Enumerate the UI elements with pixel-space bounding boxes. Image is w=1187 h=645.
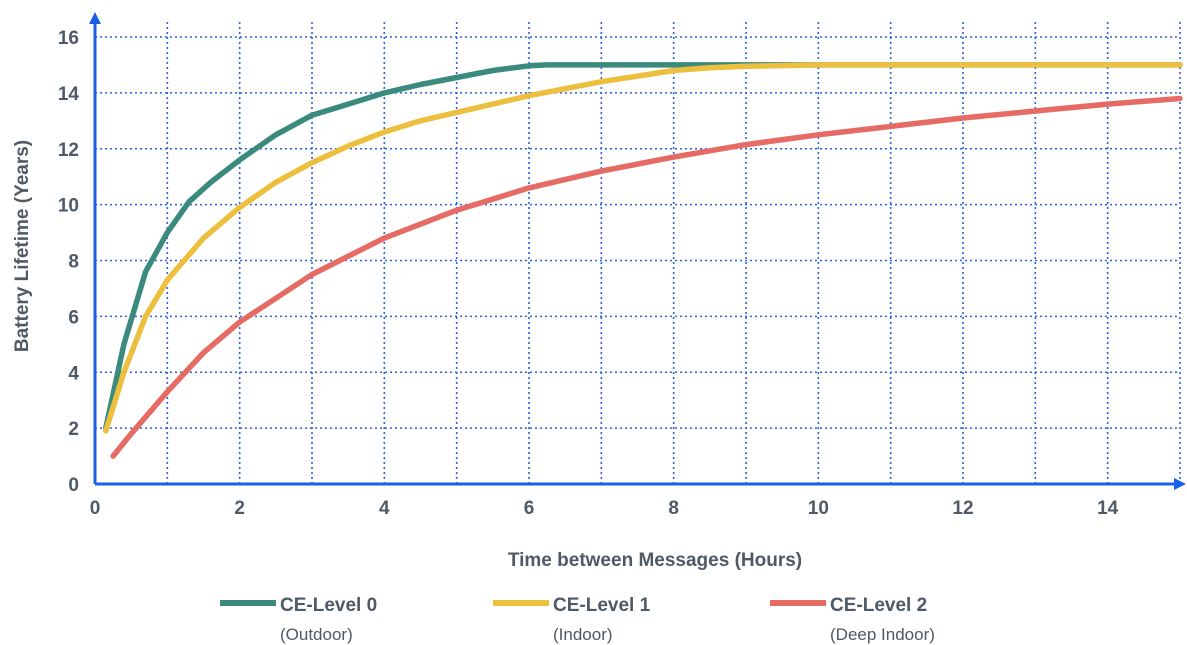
series-line-0 xyxy=(103,62,1183,431)
y-tick-label: 12 xyxy=(58,140,79,161)
series-lines xyxy=(103,62,1183,459)
y-tick-label: 4 xyxy=(68,363,79,384)
legend-item-2: CE-Level 2 (Deep Indoor) xyxy=(770,595,935,644)
series-line-2 xyxy=(110,95,1183,459)
x-tick-label: 10 xyxy=(808,498,829,519)
y-tick-label: 6 xyxy=(68,307,79,328)
x-axis-title: Time between Messages (Hours) xyxy=(508,550,802,571)
x-tick-label: 12 xyxy=(952,498,973,519)
x-tick-label: 6 xyxy=(524,498,535,519)
legend-item-0: CE-Level 0 (Outdoor) xyxy=(220,595,377,644)
x-tick-label: 0 xyxy=(90,498,101,519)
legend-sublabel: (Outdoor) xyxy=(280,625,353,644)
y-tick-label: 8 xyxy=(68,252,79,273)
x-tick-label: 8 xyxy=(668,498,679,519)
legend-item-1: CE-Level 1 (Indoor) xyxy=(493,595,651,644)
tick-labels: 0 2 4 6 8 10 12 14 0 2 4 6 8 10 12 14 16 xyxy=(58,28,1119,519)
legend: CE-Level 0(Outdoor)CE-Level 1(Indoor)CE-… xyxy=(220,595,935,644)
y-tick-label: 2 xyxy=(68,419,79,440)
legend-label: CE-Level 1 xyxy=(553,595,651,616)
y-tick-label: 14 xyxy=(58,84,80,105)
series-line-1 xyxy=(103,62,1183,434)
legend-label: CE-Level 0 xyxy=(280,595,377,616)
y-axis-arrow-icon xyxy=(89,12,101,24)
legend-label: CE-Level 2 xyxy=(830,595,927,616)
legend-sublabel: (Deep Indoor) xyxy=(830,625,935,644)
x-axis-arrow-icon xyxy=(1174,478,1186,490)
y-tick-label: 0 xyxy=(68,475,79,496)
x-tick-label: 2 xyxy=(234,498,245,519)
x-tick-label: 4 xyxy=(379,498,390,519)
grid xyxy=(95,22,1181,484)
y-axis-title: Battery Lifetime (Years) xyxy=(12,140,33,352)
legend-sublabel: (Indoor) xyxy=(553,625,613,644)
x-tick-label: 14 xyxy=(1097,498,1119,519)
y-tick-label: 16 xyxy=(58,28,79,49)
y-tick-label: 10 xyxy=(58,196,79,217)
axes xyxy=(89,12,1186,490)
